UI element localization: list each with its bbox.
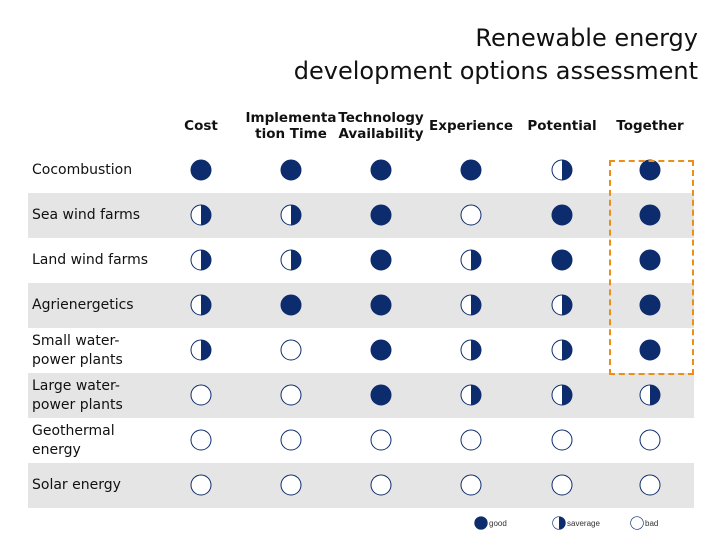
rating-good-icon bbox=[370, 384, 392, 406]
rating-average-icon bbox=[190, 294, 212, 316]
title-line-2: development options assessment bbox=[293, 57, 698, 85]
column-header: Potential bbox=[527, 118, 597, 134]
legend-bad-icon bbox=[630, 516, 644, 530]
rating-average-icon bbox=[551, 339, 573, 361]
table-row bbox=[28, 463, 694, 508]
rating-average-icon bbox=[551, 159, 573, 181]
slide-title: Renewable energy development options ass… bbox=[138, 22, 698, 88]
rating-bad-icon bbox=[280, 429, 302, 451]
rating-bad-icon bbox=[370, 474, 392, 496]
rating-good-icon bbox=[460, 159, 482, 181]
rating-good-icon bbox=[370, 249, 392, 271]
rating-good-icon bbox=[639, 339, 661, 361]
legend-average-icon bbox=[552, 516, 566, 530]
rating-good-icon bbox=[370, 339, 392, 361]
rating-average-icon bbox=[460, 339, 482, 361]
row-label: Cocombustion bbox=[32, 162, 133, 178]
column-header: Cost bbox=[184, 118, 218, 134]
rating-bad-icon bbox=[639, 474, 661, 496]
rating-average-icon bbox=[280, 204, 302, 226]
rating-average-icon bbox=[460, 294, 482, 316]
rating-average-icon bbox=[551, 384, 573, 406]
table-row bbox=[28, 283, 694, 328]
column-header: Together bbox=[616, 118, 684, 134]
row-label: Agrienergetics bbox=[32, 297, 134, 313]
legend-good-label: good bbox=[489, 519, 507, 528]
table-row bbox=[28, 373, 694, 418]
rating-bad-icon bbox=[370, 429, 392, 451]
rating-good-icon bbox=[280, 294, 302, 316]
rating-bad-icon bbox=[460, 204, 482, 226]
rating-average-icon bbox=[460, 249, 482, 271]
rating-bad-icon bbox=[190, 429, 212, 451]
rating-bad-icon bbox=[280, 339, 302, 361]
row-label: Geothermal energy bbox=[32, 422, 115, 458]
legend-average-label: saverage bbox=[567, 519, 600, 528]
rating-average-icon bbox=[460, 384, 482, 406]
row-label: Large water-power plants bbox=[32, 377, 123, 413]
rating-average-icon bbox=[190, 249, 212, 271]
rating-average-icon bbox=[280, 249, 302, 271]
column-header: Experience bbox=[429, 118, 513, 134]
column-header: Implementa tion Time bbox=[245, 110, 337, 142]
row-label: Solar energy bbox=[32, 477, 121, 493]
rating-good-icon bbox=[280, 159, 302, 181]
rating-good-icon bbox=[190, 159, 212, 181]
rating-good-icon bbox=[639, 249, 661, 271]
rating-bad-icon bbox=[460, 474, 482, 496]
rating-good-icon bbox=[370, 159, 392, 181]
rating-average-icon bbox=[190, 204, 212, 226]
rating-good-icon bbox=[551, 204, 573, 226]
rating-good-icon bbox=[370, 204, 392, 226]
legend-good-icon bbox=[474, 516, 488, 530]
row-label: Land wind farms bbox=[32, 252, 149, 268]
rating-average-icon bbox=[190, 339, 212, 361]
table-row bbox=[28, 193, 694, 238]
rating-average-icon bbox=[639, 384, 661, 406]
together-highlight-box bbox=[609, 160, 694, 375]
rating-bad-icon bbox=[460, 429, 482, 451]
rating-bad-icon bbox=[551, 429, 573, 451]
rating-bad-icon bbox=[639, 429, 661, 451]
rating-bad-icon bbox=[551, 474, 573, 496]
rating-bad-icon bbox=[280, 384, 302, 406]
title-line-1: Renewable energy bbox=[475, 24, 698, 52]
column-header: Technology Availability bbox=[338, 110, 424, 142]
rating-good-icon bbox=[551, 249, 573, 271]
rating-bad-icon bbox=[280, 474, 302, 496]
row-label: Small water-power plants bbox=[32, 332, 123, 368]
rating-good-icon bbox=[639, 294, 661, 316]
rating-average-icon bbox=[551, 294, 573, 316]
legend-bad-label: bad bbox=[645, 519, 659, 528]
rating-bad-icon bbox=[190, 384, 212, 406]
rating-good-icon bbox=[370, 294, 392, 316]
rating-bad-icon bbox=[190, 474, 212, 496]
rating-good-icon bbox=[639, 204, 661, 226]
row-label: Sea wind farms bbox=[32, 207, 141, 223]
